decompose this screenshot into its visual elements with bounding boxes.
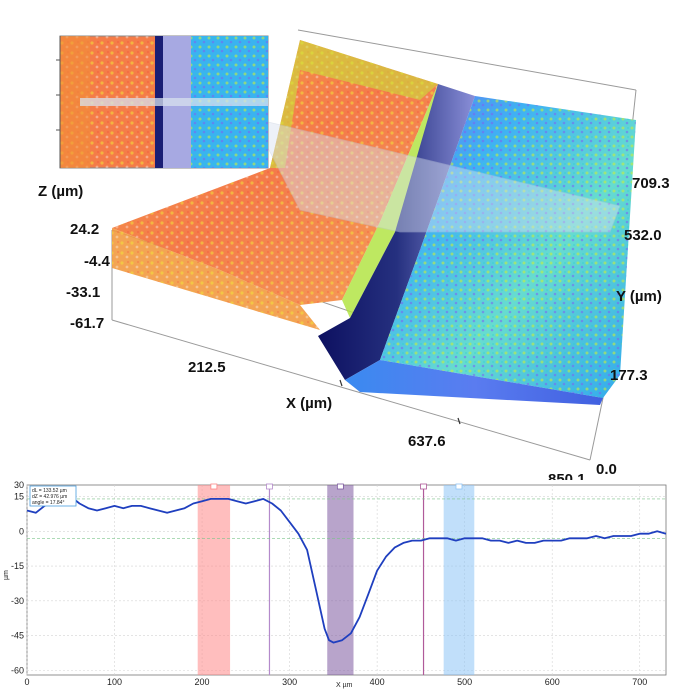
grid [26, 485, 666, 675]
legend-line-dl: dL = 133.52 µm [32, 488, 67, 494]
x-tick-label: 850.1 [548, 471, 586, 480]
y-tick-label: 0 [19, 526, 24, 536]
profile-series-line [26, 495, 667, 644]
y-tick-label: -15 [11, 561, 24, 571]
y-tick-label: 177.3 [610, 367, 648, 384]
y-tick-label: -30 [11, 596, 24, 606]
highlight-region [443, 485, 475, 675]
z-axis-label: Z (µm) [38, 183, 83, 200]
x-tick-label: 0 [24, 677, 29, 687]
x-tick-label: 300 [282, 677, 297, 687]
marker-handle[interactable] [420, 483, 427, 490]
surface-3d-view: Z (µm) X (µm) Y (µm) 24.2 -4.4 -33.1 -61… [38, 29, 670, 480]
region-handle[interactable] [210, 483, 218, 490]
z-tick-label: -4.4 [84, 253, 111, 270]
tick-labels: 0 100 200 300 400 500 600 700 30 15 0 -15 -30 -45 -60 [11, 480, 647, 687]
x-tick-label: 500 [457, 677, 472, 687]
profile-chart: 0 100 200 300 400 500 600 70030150-15-30-45-60 … [3, 480, 667, 689]
y-tick-label: 30 [14, 480, 24, 490]
x-tick-label: 637.6 [408, 433, 446, 450]
inset-top-view [56, 35, 269, 169]
x-tick-label: 700 [632, 677, 647, 687]
y-tick-label: -45 [11, 631, 24, 641]
surface-trench [318, 84, 475, 380]
legend-line-angle: angle = 17.84° [32, 500, 64, 506]
legend-box: dL = 133.52 µm dZ = 42.976 µm angle = 17… [29, 485, 77, 507]
x-tick-label: 100 [107, 677, 122, 687]
x-tick-label: 400 [370, 677, 385, 687]
series-layer [26, 495, 667, 644]
y-tick-label: 0.0 [596, 461, 617, 478]
region-handle[interactable] [336, 483, 344, 490]
y-axis-label: Y (µm) [616, 288, 662, 305]
z-tick-label: 24.2 [70, 221, 99, 238]
z-tick-label: -33.1 [66, 284, 100, 301]
x-axis-label: X µm [336, 682, 353, 689]
y-tick-label: 709.3 [632, 175, 670, 192]
highlight-regions [197, 483, 475, 675]
reference-lines [27, 498, 666, 539]
highlight-region [327, 485, 354, 675]
y-tick-label: 532.0 [624, 227, 662, 244]
highlight-region [197, 485, 231, 675]
x-tick-label: 600 [545, 677, 560, 687]
surface-right-skirt [345, 360, 603, 405]
y-tick-label: 15 [14, 492, 24, 502]
z-tick-label: -61.7 [70, 315, 104, 332]
x-tick-label: 200 [195, 677, 210, 687]
legend-line-dz: dZ = 42.976 µm [32, 494, 67, 500]
x-axis-label: X (µm) [286, 395, 332, 412]
region-handle[interactable] [455, 483, 463, 490]
y-axis-label: µm [3, 570, 10, 580]
x-tick-label: 212.5 [188, 359, 226, 376]
marker-handle[interactable] [266, 483, 273, 490]
y-tick-label: -60 [11, 665, 24, 675]
